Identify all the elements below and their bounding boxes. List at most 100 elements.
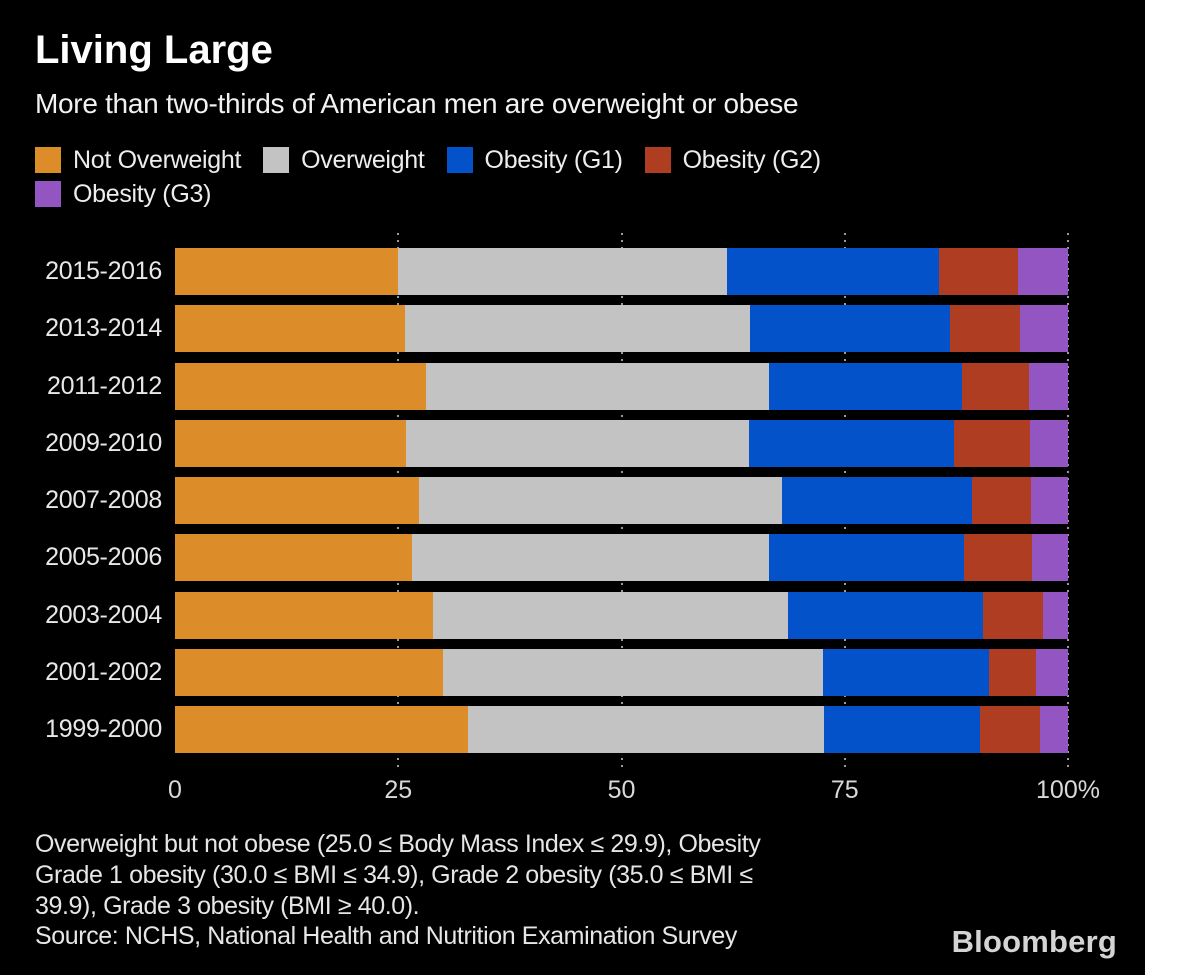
category-label: 2015-2016: [45, 257, 162, 285]
bar-segment-obesity-g1: [787, 591, 984, 639]
x-tick-label-100: 100%: [1036, 776, 1100, 804]
bar-segment-overweight: [406, 419, 750, 467]
bar-segment-obesity-g2: [939, 248, 1018, 295]
legend-item-obesity-g1: Obesity (G1): [446, 145, 623, 175]
bar-row-1999-2000: 1999-2000: [0, 706, 1145, 753]
bar-segment-obesity-g3: [1040, 706, 1068, 753]
bar-segment-obesity-g3: [1019, 305, 1068, 353]
source-text: Source: NCHS, National Health and Nutrit…: [35, 922, 737, 950]
bar-segment-not-overweight: [175, 534, 412, 582]
legend-label: Obesity (G1): [484, 145, 623, 174]
legend-item-overweight: Overweight: [263, 145, 425, 175]
footnote: Overweight but not obese (25.0 ≤ Body Ma…: [35, 829, 761, 922]
bar-segment-obesity-g2: [950, 305, 1020, 353]
bar-row-2007-2008: 2007-2008: [0, 477, 1145, 524]
legend-swatch-obesity-g3: [35, 181, 61, 207]
bar-segment-not-overweight: [175, 305, 406, 353]
legend-row: Not Overweight Overweight Obesity (G1) Obes…: [35, 145, 843, 175]
bar-segment-obesity-g1: [824, 706, 980, 753]
chart-subtitle: More than two-thirds of American men are…: [35, 88, 799, 119]
bar-segment-not-overweight: [175, 248, 399, 295]
bar-segment-overweight: [433, 591, 788, 639]
bar-track: [175, 648, 1068, 696]
gridline-100: [1067, 233, 1069, 770]
bar-segment-obesity-g1: [750, 305, 951, 353]
legend-label: Overweight: [301, 145, 425, 174]
bar-segment-not-overweight: [175, 477, 419, 524]
bar-track: [175, 419, 1068, 467]
bar-segment-not-overweight: [175, 362, 426, 410]
bar-segment-obesity-g3: [1029, 419, 1068, 467]
bar-row-2011-2012: 2011-2012: [0, 362, 1145, 410]
bar-track: [175, 248, 1068, 295]
category-label: 2009-2010: [45, 428, 162, 457]
category-label: 2005-2006: [45, 543, 162, 572]
bar-segment-obesity-g2: [983, 591, 1043, 639]
chart-canvas: Living Large More than two-thirds of Ame…: [0, 0, 1145, 975]
bar-segment-obesity-g3: [1031, 477, 1068, 524]
bar-row-2001-2002: 2001-2002: [0, 648, 1145, 696]
bar-segment-obesity-g1: [768, 362, 962, 410]
legend-row: Obesity (G3): [35, 179, 843, 208]
bar-segment-obesity-g2: [971, 477, 1032, 524]
bar-row-2003-2004: 2003-2004: [0, 591, 1145, 639]
bar-segment-obesity-g3: [1035, 648, 1068, 696]
legend-swatch-overweight: [263, 147, 290, 173]
category-label: 2013-2014: [45, 314, 162, 343]
bar-track: [175, 591, 1068, 639]
bar-track: [175, 534, 1068, 582]
category-label: 2007-2008: [45, 486, 162, 514]
legend-swatch-obesity-g2: [644, 147, 671, 173]
bar-segment-obesity-g3: [1032, 534, 1068, 582]
bar-segment-overweight: [425, 362, 769, 410]
bar-segment-not-overweight: [175, 648, 443, 696]
bar-row-2015-2016: 2015-2016: [0, 248, 1145, 295]
bar-row-2005-2006: 2005-2006: [0, 534, 1145, 582]
bar-segment-not-overweight: [175, 419, 407, 467]
legend-swatch-not-overweight: [35, 147, 61, 173]
legend-item-not-overweight: Not Overweight: [35, 146, 241, 175]
legend-label: Obesity (G3): [73, 179, 212, 208]
bar-track: [175, 477, 1068, 524]
bar-row-2013-2014: 2013-2014: [0, 305, 1145, 353]
bar-segment-overweight: [398, 248, 727, 295]
legend: Not Overweight Overweight Obesity (G1) Obes…: [35, 145, 843, 215]
legend-item-obesity-g2: Obesity (G2): [644, 146, 821, 175]
bar-track: [175, 362, 1068, 410]
bar-segment-obesity-g2: [989, 648, 1036, 696]
bar-track: [175, 305, 1068, 353]
bar-segment-overweight: [467, 706, 825, 753]
bar-segment-obesity-g2: [961, 362, 1029, 410]
x-tick-label-0: 0: [168, 776, 182, 804]
bar-segment-obesity-g2: [979, 706, 1041, 753]
x-tick-label-50: 50: [607, 776, 636, 804]
category-label: 2011-2012: [46, 371, 162, 400]
bar-segment-overweight: [418, 477, 783, 524]
bar-segment-obesity-g1: [782, 477, 972, 524]
bar-segment-not-overweight: [175, 591, 434, 639]
category-label: 1999-2000: [45, 715, 162, 743]
footnote-line: 39.9), Grade 3 obesity (BMI ≥ 40.0).: [35, 892, 420, 920]
bar-segment-obesity-g2: [964, 534, 1033, 582]
bloomberg-logo: Bloomberg: [951, 924, 1117, 959]
bar-segment-obesity-g1: [823, 648, 990, 696]
bar-segment-overweight: [411, 534, 769, 582]
bar-segment-obesity-g2: [953, 419, 1030, 467]
bar-segment-overweight: [405, 305, 751, 353]
bar-segment-obesity-g1: [749, 419, 954, 467]
bar-segment-obesity-g3: [1042, 591, 1068, 639]
category-label: 2001-2002: [45, 657, 162, 686]
footnote-line: Grade 1 obesity (30.0 ≤ BMI ≤ 34.9), Gra…: [35, 861, 753, 889]
bar-segment-obesity-g3: [1028, 362, 1068, 410]
x-axis: 0 25 50 75 100%: [0, 776, 1145, 806]
chart-title: Living Large: [35, 28, 273, 72]
bar-segment-obesity-g1: [768, 534, 965, 582]
x-tick-label-75: 75: [830, 776, 859, 804]
category-label: 2003-2004: [45, 600, 162, 629]
legend-label: Not Overweight: [73, 145, 242, 174]
footnote-line: Overweight but not obese (25.0 ≤ Body Ma…: [35, 830, 761, 858]
legend-swatch-obesity-g1: [446, 147, 473, 173]
bar-row-2009-2010: 2009-2010: [0, 419, 1145, 467]
bar-track: [175, 706, 1068, 753]
bar-segment-obesity-g3: [1017, 248, 1068, 295]
